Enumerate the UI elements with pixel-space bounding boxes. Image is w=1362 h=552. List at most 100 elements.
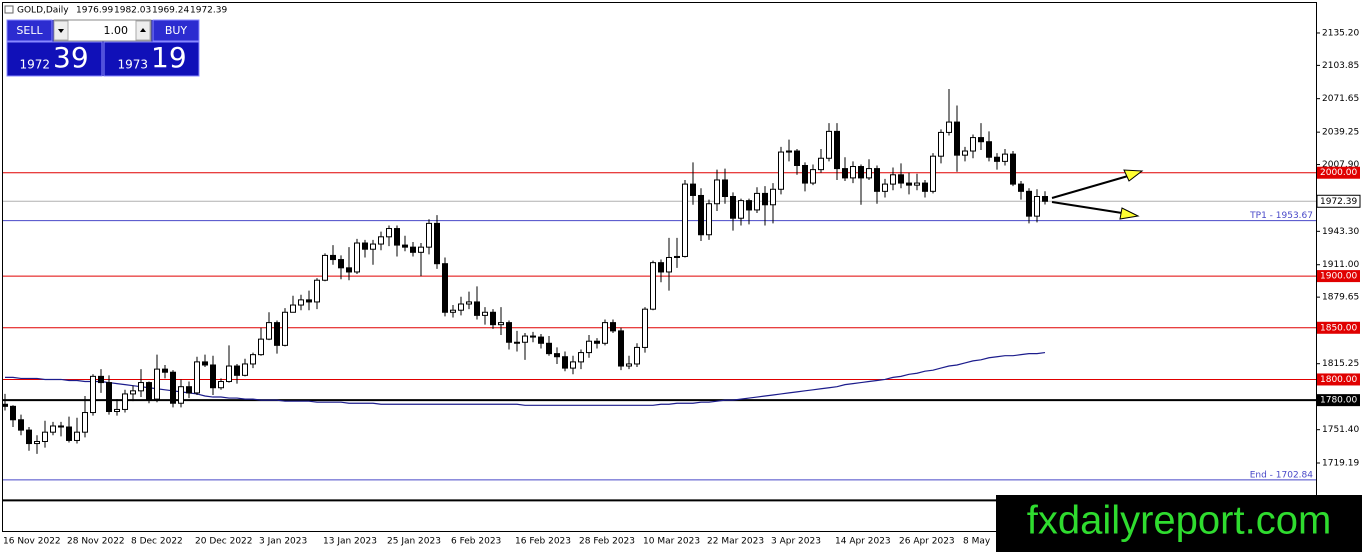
candle-body — [642, 308, 648, 348]
candle-body — [994, 156, 1000, 162]
candle-body — [930, 155, 936, 192]
y-tick-label: 2135.20 — [1322, 28, 1359, 38]
level-box-label: 1850.00 — [1320, 323, 1357, 333]
candle-body — [594, 340, 600, 344]
level-box — [1317, 373, 1360, 386]
header-low: 1969.24 — [152, 6, 189, 16]
x-tick-label: 16 Feb 2023 — [515, 537, 571, 547]
candle-body — [706, 203, 712, 236]
arrow-down-head — [1119, 207, 1140, 220]
candle-body — [746, 200, 752, 211]
candle-body — [682, 183, 688, 257]
candle-body — [194, 361, 200, 394]
x-tick-label: 28 Feb 2023 — [579, 537, 635, 547]
candle-body — [1042, 196, 1048, 202]
candle-body — [50, 425, 56, 433]
candle-body — [234, 365, 240, 376]
candle-body — [506, 322, 512, 343]
candle-body — [754, 192, 760, 211]
candle-body — [842, 168, 848, 179]
candle-body — [490, 311, 496, 326]
candle-body — [242, 363, 248, 376]
candle-body — [202, 361, 208, 366]
candles — [2, 89, 1048, 454]
candle-body — [10, 405, 16, 421]
candle-body — [498, 322, 504, 326]
candle-body — [186, 386, 192, 394]
y-tick-label: 2071.65 — [1322, 94, 1359, 104]
sell-price-box[interactable] — [6, 41, 103, 77]
candle-body — [378, 236, 384, 245]
sell-price-big: 1972 — [19, 58, 50, 72]
level-box-label: 1900.00 — [1320, 272, 1357, 282]
sell-button[interactable] — [6, 19, 53, 42]
candle-body — [386, 228, 392, 238]
current-price-box — [1316, 194, 1361, 208]
candle-body — [130, 390, 136, 395]
candle-body — [922, 182, 928, 192]
candle-body — [722, 179, 728, 198]
x-tick-label: 8 May — [963, 537, 991, 547]
candle-body — [778, 151, 784, 190]
candle-body — [514, 341, 520, 344]
candle-body — [42, 431, 48, 442]
candle-body — [794, 150, 800, 166]
candle-body — [178, 386, 184, 404]
candle-body — [370, 243, 376, 250]
x-tick-label: 14 Apr 2023 — [835, 537, 891, 547]
x-tick-label: 25 Jan 2023 — [387, 537, 441, 547]
x-tick-label: 16 Nov 2022 — [3, 537, 61, 547]
x-tick-label: 6 Feb 2023 — [451, 537, 501, 547]
buy-label[interactable]: BUY — [165, 24, 188, 37]
level-box-label: 1800.00 — [1320, 375, 1357, 385]
candle-body — [146, 382, 152, 400]
candle-body — [210, 364, 216, 389]
x-tick-label: 3 Jan 2023 — [259, 537, 307, 547]
x-tick-label: 28 Nov 2022 — [67, 537, 125, 547]
buy-button[interactable] — [152, 19, 200, 42]
candle-body — [978, 137, 984, 143]
candle-body — [562, 356, 568, 369]
arrow-down-shaft — [1051, 201, 1123, 214]
candle-body — [290, 304, 296, 313]
symbol-icon — [4, 5, 14, 14]
candle-body — [322, 254, 328, 281]
lot-value[interactable]: 1.00 — [104, 24, 129, 37]
y-tick-label: 1943.30 — [1322, 227, 1359, 237]
candle-body — [122, 393, 128, 410]
x-tick-label: 8 Dec 2022 — [131, 537, 183, 547]
candle-body — [714, 179, 720, 205]
candle-body — [362, 242, 368, 250]
header-open: 1976.99 — [76, 6, 113, 16]
candle-body — [218, 381, 224, 389]
candle-body — [482, 311, 488, 316]
level-box — [1317, 321, 1360, 334]
candle-body — [74, 431, 80, 441]
candle-body — [610, 322, 616, 332]
candle-body — [650, 262, 656, 310]
candle-body — [906, 182, 912, 186]
candle-body — [346, 267, 352, 273]
lot-up-arrow — [140, 28, 146, 32]
level-box — [1317, 270, 1360, 283]
level-box — [1317, 394, 1360, 407]
candle-body — [834, 130, 840, 170]
buy-price-box[interactable] — [103, 41, 200, 77]
candle-body — [586, 340, 592, 354]
annotation-arrows — [1051, 169, 1144, 220]
trade-panel: SELL 1.00 BUY 1972 39 1973 19 — [6, 19, 200, 77]
candle-body — [546, 342, 552, 355]
candle-body — [578, 352, 584, 363]
candle-body — [170, 371, 176, 404]
axes: 2135.20 2103.85 2071.65 2039.25 2007.90 1943.… — [3, 28, 1361, 547]
current-price-label: 1972.39 — [1320, 197, 1357, 207]
candle-body — [258, 338, 264, 356]
candle-body — [314, 279, 320, 303]
candle-body — [810, 169, 816, 184]
y-tick-label: 2039.25 — [1322, 128, 1359, 138]
x-tick-label: 13 Jan 2023 — [323, 537, 377, 547]
header-high: 1982.03 — [114, 6, 151, 16]
candle-body — [570, 361, 576, 369]
sell-label[interactable]: SELL — [16, 24, 43, 37]
candle-body — [162, 368, 168, 373]
